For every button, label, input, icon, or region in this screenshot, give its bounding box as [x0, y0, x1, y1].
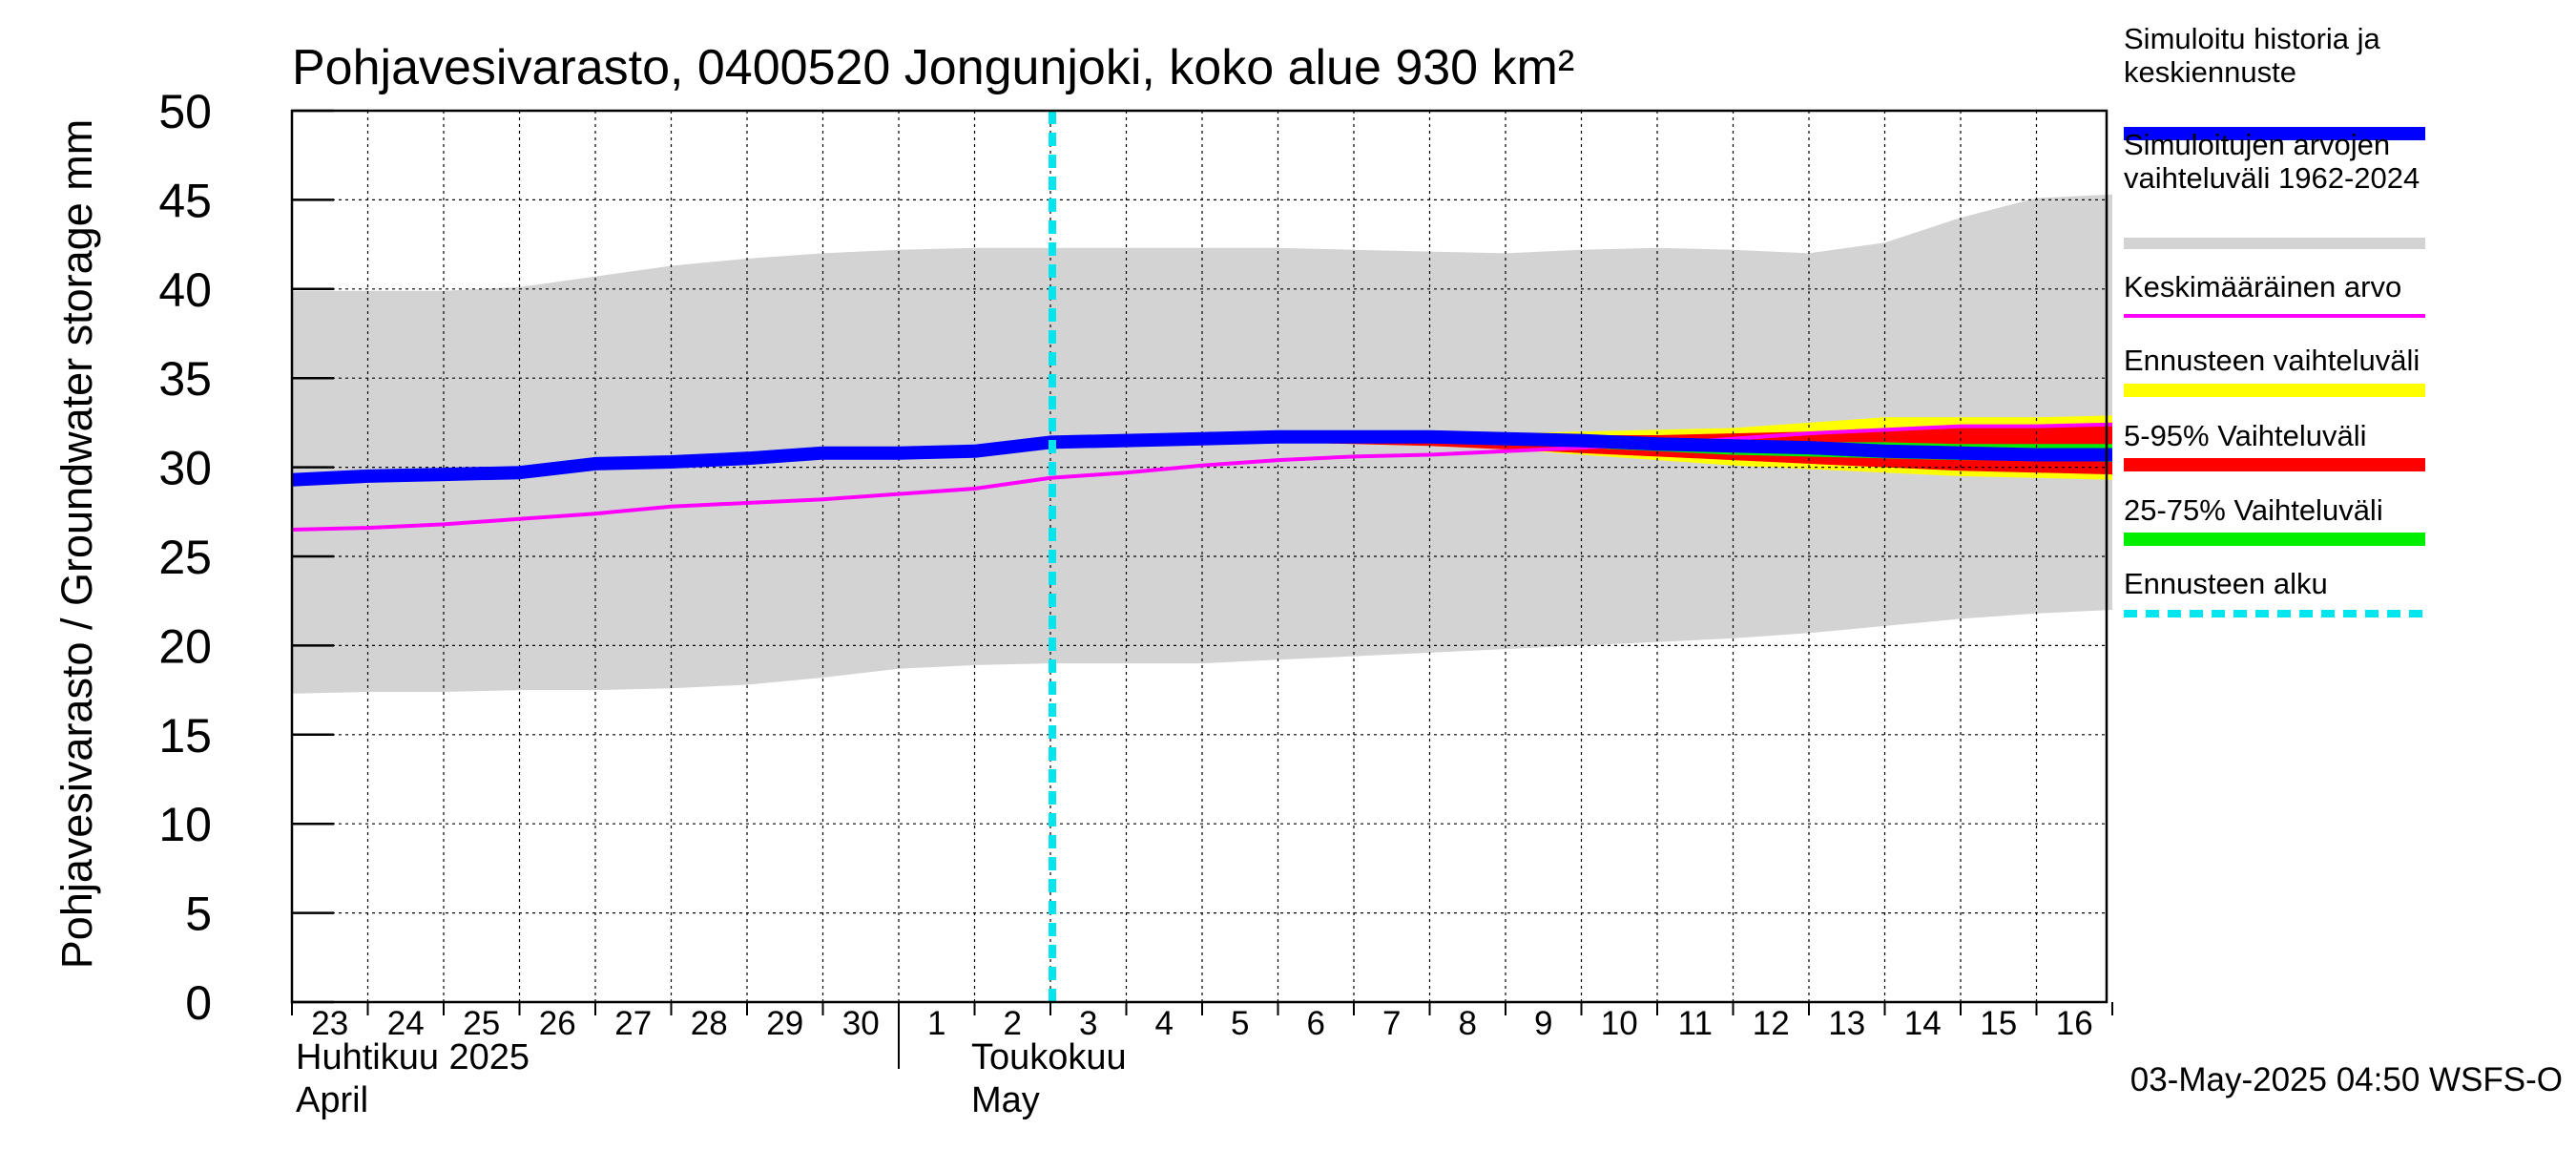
- timestamp-footer: 03-May-2025 04:50 WSFS-O: [2130, 1061, 2563, 1098]
- legend-label: Ennusteen alku: [2124, 567, 2328, 600]
- x-tick-label: 6: [1307, 1005, 1325, 1042]
- y-tick-label: 15: [158, 709, 212, 763]
- y-tick-label: 5: [185, 888, 212, 941]
- month-label-fi: Toukokuu: [971, 1037, 1127, 1077]
- x-tick-label: 8: [1459, 1005, 1477, 1042]
- history-line: [291, 429, 2112, 487]
- chart-title: Pohjavesivarasto, 0400520 Jongunjoki, ko…: [292, 40, 1574, 95]
- x-tick-label: 11: [1678, 1005, 1713, 1042]
- legend-label: keskiennuste: [2124, 55, 2296, 89]
- legend-label: 25-75% Vaihteluväli: [2124, 493, 2383, 527]
- y-tick-label: 30: [158, 442, 212, 495]
- y-tick-label: 40: [158, 263, 212, 317]
- x-tick-label: 3: [1079, 1005, 1097, 1042]
- lines-layer: [291, 111, 2113, 1002]
- y-tick-label: 35: [158, 352, 212, 406]
- x-tick-label: 27: [614, 1005, 652, 1042]
- x-tick-label: 29: [766, 1005, 803, 1042]
- x-tick-label: 26: [539, 1005, 576, 1042]
- y-tick-label: 10: [158, 798, 212, 851]
- y-tick-label: 20: [158, 619, 212, 673]
- x-tick-label: 10: [1601, 1005, 1638, 1042]
- x-tick-label: 16: [2056, 1005, 2093, 1042]
- legend-label: Simuloitu historia ja: [2124, 22, 2381, 55]
- x-tick-label: 14: [1904, 1005, 1942, 1042]
- legend-label: vaihteluväli 1962-2024: [2124, 161, 2420, 195]
- month-label-en: May: [971, 1080, 1040, 1120]
- x-tick-label: 7: [1382, 1005, 1401, 1042]
- x-tick-label: 25: [463, 1005, 500, 1042]
- x-tick-label: 23: [311, 1005, 348, 1042]
- x-tick-label: 5: [1231, 1005, 1249, 1042]
- y-tick-label: 0: [185, 976, 212, 1030]
- x-tick-label: 4: [1155, 1005, 1174, 1042]
- legend-label: Ennusteen vaihteluväli: [2124, 344, 2420, 377]
- month-label-en: April: [296, 1080, 368, 1120]
- x-tick-label: 13: [1828, 1005, 1865, 1042]
- y-tick-label: 50: [158, 85, 212, 138]
- x-tick-label: 1: [927, 1005, 945, 1042]
- x-tick-label: 28: [691, 1005, 728, 1042]
- mean-line: [291, 422, 2113, 532]
- x-tick-label: 2: [1004, 1005, 1022, 1042]
- x-tick-label: 30: [842, 1005, 880, 1042]
- y-tick-label: 45: [158, 174, 212, 227]
- y-tick-label: 25: [158, 531, 212, 584]
- month-label-fi: Huhtikuu 2025: [296, 1037, 530, 1077]
- legend-label: Simuloitujen arvojen: [2124, 128, 2390, 161]
- x-tick-label: 12: [1753, 1005, 1790, 1042]
- x-tick-label: 24: [387, 1005, 425, 1042]
- y-axis-label: Pohjavesivarasto / Groundwater storage m…: [52, 119, 101, 969]
- x-tick-label: 9: [1534, 1005, 1552, 1042]
- legend-label: Keskimääräinen arvo: [2124, 270, 2401, 303]
- legend-label: 5-95% Vaihteluväli: [2124, 419, 2366, 452]
- x-tick-label: 15: [1980, 1005, 2017, 1042]
- grid-layer: [292, 110, 2107, 1002]
